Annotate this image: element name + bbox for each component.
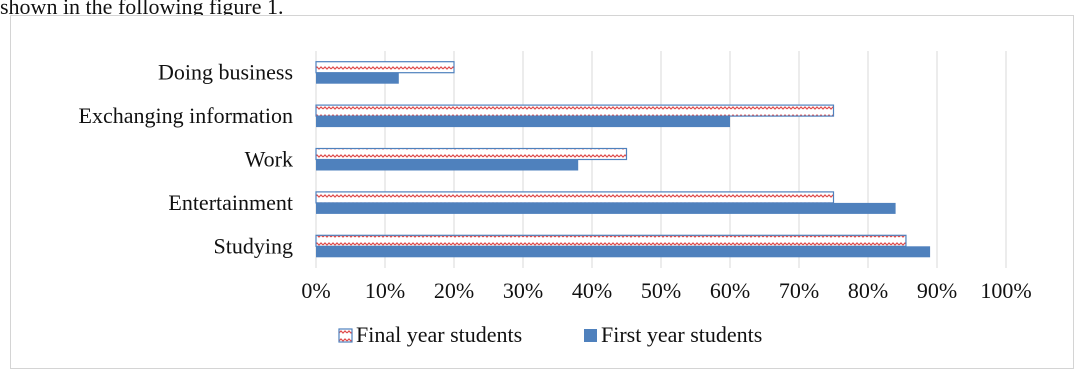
category-label: Doing business: [158, 60, 293, 85]
category-label: Work: [245, 147, 293, 172]
x-tick-label: 100%: [980, 278, 1031, 303]
category-label: Exchanging information: [79, 103, 293, 128]
caption-text: shown in the following figure 1.: [0, 0, 284, 19]
bar-first-year: [316, 202, 896, 214]
legend-label-final-year: Final year students: [356, 322, 522, 347]
bar-final-year: [315, 61, 455, 74]
category-label: Studying: [214, 233, 293, 258]
bar-final-year: [315, 191, 835, 204]
x-tick-label: 20%: [434, 278, 474, 303]
x-tick-label: 10%: [365, 278, 405, 303]
x-tick-label: 90%: [917, 278, 957, 303]
legend-swatch-first-year: [584, 329, 597, 342]
bar-first-year: [316, 159, 579, 171]
bar-final-year: [315, 234, 907, 247]
category-label: Entertainment: [168, 190, 293, 215]
x-tick-label: 40%: [572, 278, 612, 303]
bar-first-year: [316, 246, 931, 258]
x-tick-label: 0%: [301, 278, 330, 303]
x-tick-label: 80%: [848, 278, 888, 303]
bars: [315, 61, 931, 258]
x-tick-label: 70%: [779, 278, 819, 303]
bar-chart: Doing business Exchanging information Work…: [79, 51, 1032, 347]
bar-first-year: [316, 116, 730, 128]
x-tick-label: 60%: [710, 278, 750, 303]
bar-final-year: [315, 104, 835, 117]
x-tick-labels: 0% 10% 20% 30% 40% 50% 60% 70% 80% 90% 100%: [301, 278, 1031, 303]
x-tick-label: 30%: [503, 278, 543, 303]
bar-first-year: [316, 72, 399, 84]
chart-frame: Doing business Exchanging information Work…: [10, 15, 1074, 369]
legend-swatch-final-year: [338, 328, 353, 343]
legend-label-first-year: First year students: [601, 322, 762, 347]
x-tick-label: 50%: [641, 278, 681, 303]
bar-final-year: [315, 147, 628, 161]
legend: Final year students First year students: [338, 322, 762, 347]
category-labels: Doing business Exchanging information Work…: [79, 60, 293, 259]
